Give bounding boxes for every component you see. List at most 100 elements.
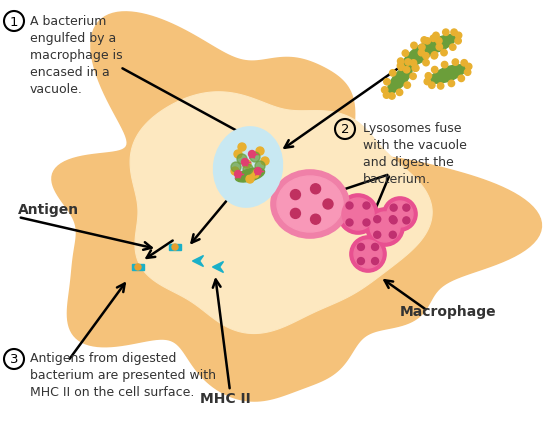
Circle shape	[238, 144, 246, 152]
Circle shape	[412, 66, 418, 72]
Ellipse shape	[387, 65, 412, 94]
Circle shape	[250, 153, 260, 162]
Circle shape	[455, 33, 462, 39]
Circle shape	[465, 70, 471, 76]
Circle shape	[242, 159, 249, 166]
Circle shape	[423, 53, 429, 60]
Circle shape	[366, 208, 404, 247]
Circle shape	[436, 45, 442, 51]
Ellipse shape	[214, 128, 282, 207]
Circle shape	[346, 219, 353, 226]
Circle shape	[449, 45, 456, 51]
Ellipse shape	[430, 66, 466, 84]
Circle shape	[243, 161, 251, 169]
Circle shape	[231, 162, 241, 173]
Polygon shape	[213, 262, 224, 273]
Text: 3: 3	[10, 353, 18, 366]
Circle shape	[311, 215, 320, 225]
Circle shape	[346, 202, 353, 209]
Circle shape	[441, 62, 448, 69]
Ellipse shape	[424, 35, 456, 54]
Text: A bacterium
engulfed by a
macrophage is
encased in a
vacuole.: A bacterium engulfed by a macrophage is …	[30, 15, 122, 96]
Circle shape	[338, 194, 378, 234]
Text: 2: 2	[341, 123, 349, 136]
Circle shape	[431, 53, 437, 60]
Circle shape	[370, 212, 400, 243]
Text: MHC II: MHC II	[200, 391, 250, 405]
Circle shape	[405, 60, 411, 66]
Circle shape	[404, 83, 411, 89]
Circle shape	[423, 60, 429, 67]
Circle shape	[251, 171, 259, 179]
Circle shape	[372, 244, 379, 251]
Circle shape	[290, 190, 300, 200]
Circle shape	[433, 33, 439, 39]
Circle shape	[390, 217, 397, 224]
Circle shape	[374, 232, 381, 239]
Circle shape	[403, 217, 410, 224]
Polygon shape	[169, 244, 181, 251]
Circle shape	[387, 201, 413, 227]
Ellipse shape	[236, 169, 264, 183]
Circle shape	[397, 90, 403, 96]
Circle shape	[389, 94, 395, 100]
Text: 1: 1	[10, 15, 18, 28]
Circle shape	[255, 162, 265, 172]
Circle shape	[357, 244, 364, 251]
Circle shape	[290, 209, 300, 219]
Circle shape	[398, 65, 404, 71]
Circle shape	[323, 200, 333, 209]
Circle shape	[458, 76, 465, 82]
Polygon shape	[130, 92, 432, 334]
Circle shape	[350, 237, 386, 272]
Circle shape	[390, 232, 396, 239]
Circle shape	[256, 148, 264, 155]
Circle shape	[363, 202, 370, 209]
Circle shape	[412, 66, 419, 72]
Ellipse shape	[277, 177, 343, 233]
Circle shape	[357, 258, 364, 265]
Circle shape	[372, 258, 379, 265]
Text: Macrophage: Macrophage	[400, 304, 497, 318]
Circle shape	[390, 216, 396, 223]
Circle shape	[172, 244, 178, 251]
Polygon shape	[132, 264, 144, 271]
Ellipse shape	[271, 171, 349, 238]
Circle shape	[424, 79, 430, 85]
Text: Antigens from digested
bacterium are presented with
MHC II on the cell surface.: Antigens from digested bacterium are pre…	[30, 351, 216, 398]
Circle shape	[419, 45, 425, 51]
Circle shape	[261, 158, 269, 166]
Circle shape	[398, 59, 404, 65]
Circle shape	[402, 51, 409, 57]
Polygon shape	[52, 13, 541, 401]
Circle shape	[430, 36, 436, 42]
Circle shape	[455, 39, 461, 45]
Circle shape	[451, 30, 458, 36]
Circle shape	[452, 60, 459, 66]
Circle shape	[403, 205, 410, 212]
Ellipse shape	[403, 42, 437, 68]
Circle shape	[384, 79, 390, 86]
Circle shape	[424, 39, 430, 45]
Circle shape	[443, 30, 449, 36]
Circle shape	[384, 93, 390, 99]
Circle shape	[255, 168, 262, 175]
Circle shape	[383, 198, 417, 231]
Circle shape	[231, 168, 239, 176]
Circle shape	[441, 50, 447, 57]
Circle shape	[411, 43, 417, 49]
Circle shape	[429, 83, 435, 89]
Circle shape	[342, 198, 374, 230]
Circle shape	[381, 88, 388, 94]
Circle shape	[246, 176, 254, 184]
Circle shape	[425, 74, 431, 80]
Circle shape	[234, 171, 242, 178]
Circle shape	[448, 81, 455, 88]
Circle shape	[243, 165, 253, 175]
Circle shape	[311, 184, 320, 194]
Circle shape	[418, 50, 425, 57]
Polygon shape	[193, 256, 203, 267]
Circle shape	[390, 71, 396, 77]
Text: Antigen: Antigen	[18, 202, 79, 216]
Text: Lysosomes fuse
with the vacuole
and digest the
bacterium.: Lysosomes fuse with the vacuole and dige…	[363, 122, 467, 186]
